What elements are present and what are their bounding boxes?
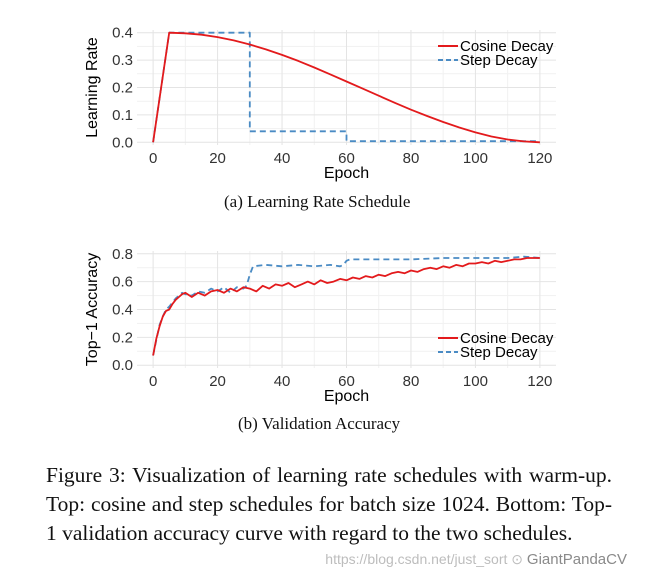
- watermark: https://blog.csdn.net/just_sort ⊙ GiantP…: [325, 551, 627, 568]
- lr-series-cosine-decay: [152, 31, 540, 144]
- acc-y-tick-label: 0.0: [112, 357, 133, 374]
- figure-caption: Figure 3: Visualization of learning rate…: [46, 463, 612, 545]
- acc-legend-label: Cosine Decay: [460, 330, 554, 347]
- lr-x-tick-label: 80: [403, 150, 420, 167]
- lr-x-tick-label: 120: [527, 150, 552, 167]
- watermark-url: https://blog.csdn.net/just_sort: [325, 551, 508, 567]
- lr-y-tick-label: 0.0: [112, 134, 133, 151]
- acc-x-tick-label: 40: [274, 373, 291, 390]
- lr-x-axis-label: Epoch: [324, 165, 369, 182]
- lr-y-axis-label: Learning Rate: [84, 37, 101, 138]
- acc-x-tick-label: 80: [403, 373, 420, 390]
- lr-y-tick-label: 0.4: [112, 25, 133, 42]
- acc-y-tick-label: 0.6: [112, 274, 133, 291]
- lr-y-tick-label: 0.2: [112, 80, 133, 97]
- lr-legend-label: Step Decay: [460, 52, 538, 69]
- lr-legend-label: Cosine Decay: [460, 38, 554, 55]
- acc-x-tick-label: 100: [463, 373, 488, 390]
- lr-x-tick-label: 60: [338, 150, 355, 167]
- acc-x-axis-label: Epoch: [324, 388, 369, 405]
- acc-x-tick-label: 60: [338, 373, 355, 390]
- subcaption-b: (b) Validation Accuracy: [238, 414, 401, 433]
- lr-y-tick-label: 0.3: [112, 52, 133, 69]
- watermark-brand: GiantPandaCV: [526, 551, 627, 568]
- lr-x-tick-label: 20: [209, 150, 226, 167]
- acc-x-tick-label: 20: [209, 373, 226, 390]
- lr-y-tick-label: 0.1: [112, 107, 133, 124]
- acc-x-tick-label: 120: [527, 373, 552, 390]
- acc-legend-label: Step Decay: [460, 344, 538, 361]
- watermark-brand-icon: ⊙: [511, 551, 524, 567]
- acc-series-cosine-decay: [152, 257, 540, 356]
- subcaption-a: (a) Learning Rate Schedule: [224, 192, 411, 211]
- acc-y-tick-label: 0.4: [112, 302, 133, 319]
- lr-x-tick-label: 0: [149, 150, 157, 167]
- acc-x-tick-label: 0: [149, 373, 157, 390]
- acc-y-tick-label: 0.8: [112, 246, 133, 263]
- lr-x-tick-label: 100: [463, 150, 488, 167]
- lr-x-tick-label: 40: [274, 150, 291, 167]
- acc-y-axis-label: Top−1 Accuracy: [84, 253, 101, 366]
- acc-y-tick-label: 0.2: [112, 329, 133, 346]
